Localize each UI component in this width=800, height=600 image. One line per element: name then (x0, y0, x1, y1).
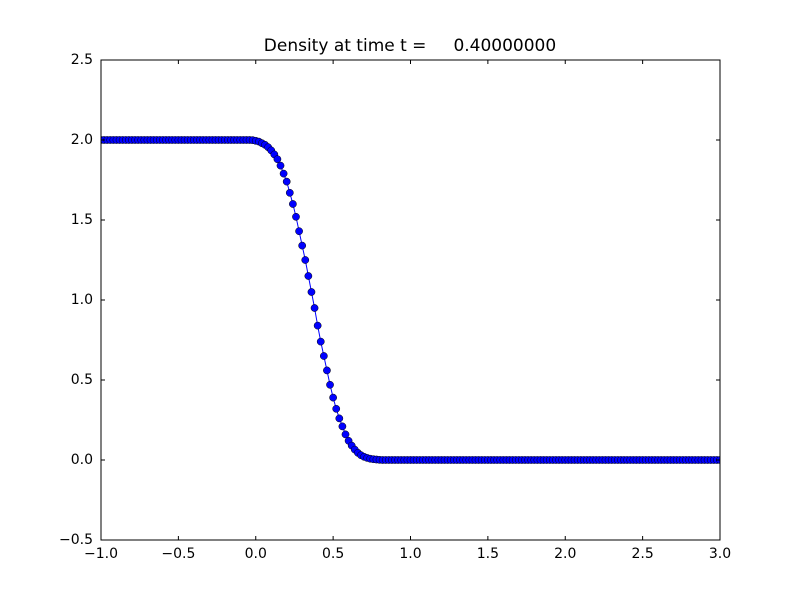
data-point (319, 352, 328, 360)
chart-title: Density at time t = 0.40000000 (264, 36, 556, 56)
data-point (276, 161, 285, 170)
data-point (289, 200, 297, 208)
data-point (298, 241, 307, 250)
x-tick-label: 0.5 (322, 546, 344, 562)
data-point (332, 404, 341, 413)
plot-area (101, 136, 720, 464)
data-point (304, 272, 313, 280)
data-point (323, 366, 331, 375)
y-tick-label: 0.0 (71, 452, 93, 468)
data-point (301, 256, 310, 264)
data-point (326, 380, 334, 389)
x-tick-label: 2.5 (631, 546, 653, 562)
data-point (307, 288, 316, 296)
data-point (310, 304, 319, 312)
x-tick-label: 3.0 (709, 546, 731, 562)
x-tick-label: −0.5 (161, 546, 195, 562)
y-tick-label: 1.5 (71, 212, 93, 228)
y-tick-label: 2.0 (71, 132, 93, 148)
data-point (282, 177, 291, 186)
data-point (338, 422, 347, 431)
y-tick-label: 2.5 (71, 52, 93, 68)
data-point (295, 227, 303, 236)
data-point (335, 414, 344, 423)
x-tick-label: 1.0 (399, 546, 421, 562)
y-tick-label: 0.5 (71, 372, 93, 388)
data-point (329, 393, 337, 402)
data-point (316, 337, 325, 346)
x-tick-label: 2.0 (554, 546, 576, 562)
data-point (341, 430, 350, 439)
data-point (273, 155, 282, 164)
x-tick-label: −1.0 (84, 546, 118, 562)
y-tick-label: 1.0 (71, 292, 93, 308)
y-tick-label: −0.5 (59, 532, 93, 548)
x-tick-label: 0.0 (245, 546, 267, 562)
data-point (285, 188, 294, 197)
x-tick-label: 1.5 (477, 546, 499, 562)
data-point (279, 169, 288, 178)
data-point (292, 212, 300, 221)
data-point (313, 321, 322, 330)
